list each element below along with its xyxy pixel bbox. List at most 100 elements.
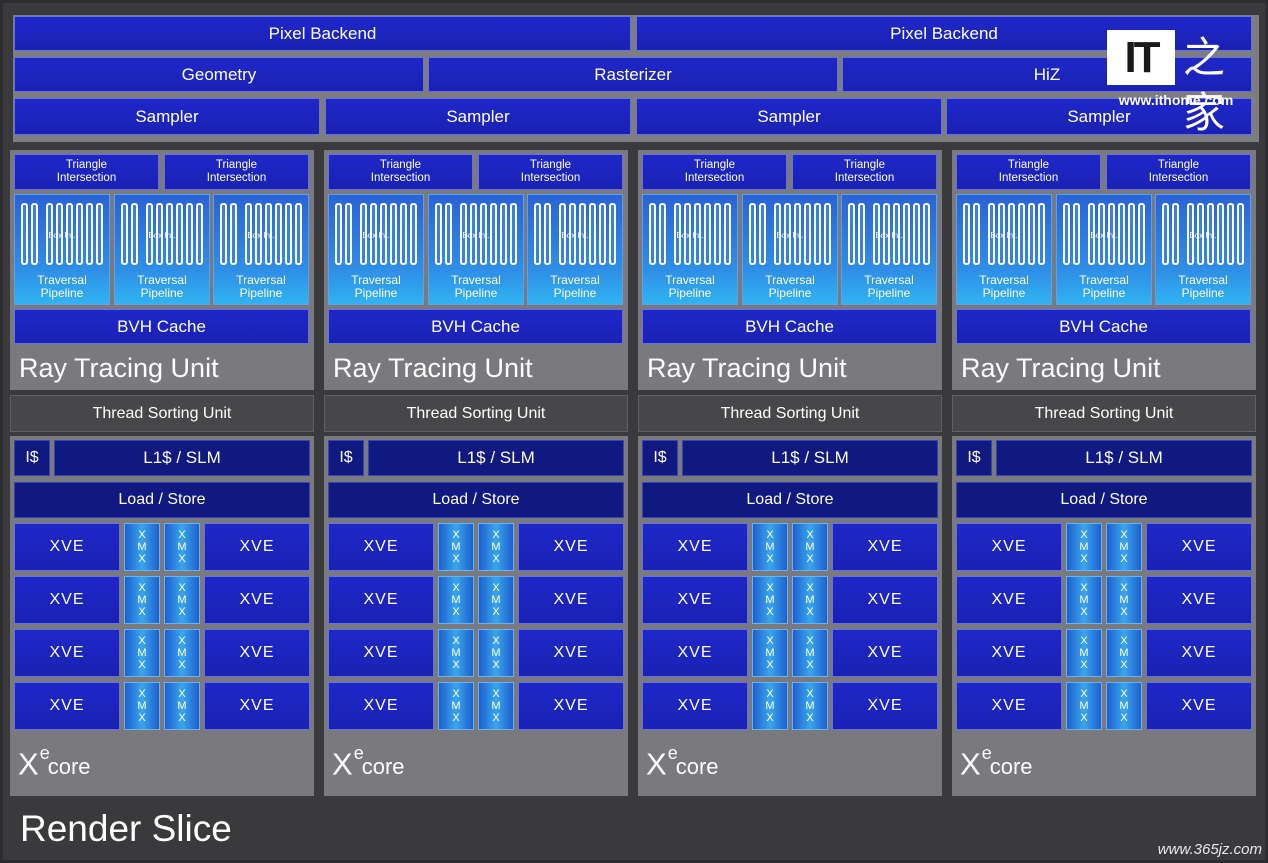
box-intersection-lane <box>196 203 203 265</box>
ray-tracing-unit-title: Ray Tracing Unit <box>333 353 533 383</box>
traversal-pipeline-label: Traversal Pipeline <box>765 273 815 300</box>
box-intersection-lane <box>659 203 666 265</box>
traversal-pipeline-label: Traversal Pipeline <box>37 273 87 300</box>
thread-sorting-unit: Thread Sorting Unit <box>324 395 628 432</box>
bvh-cache: BVH Cache <box>14 309 309 344</box>
box-intersection-lane <box>1108 203 1115 265</box>
box-intersection-lane <box>230 203 237 265</box>
geometry-block: Geometry <box>14 57 424 92</box>
xmx-engine: X M X <box>164 523 200 571</box>
box-intersection-lane <box>1197 203 1204 265</box>
xe-logo-core: core <box>675 754 719 779</box>
box-intersection-lane <box>31 203 38 265</box>
box-intersection-lane <box>923 203 930 265</box>
box-intersection-lane <box>544 203 551 265</box>
xve-engine: XVE <box>956 629 1062 677</box>
xve-engine: XVE <box>1146 629 1252 677</box>
traversal-pipeline: Box Int. Traversal Pipeline <box>642 194 738 305</box>
box-intersection-lane <box>255 203 262 265</box>
xve-engine: XVE <box>642 629 748 677</box>
box-intersection-lane <box>470 203 477 265</box>
ray-tracing-unit: Triangle Intersection Triangle Intersecti… <box>10 150 314 390</box>
xmx-engine: X M X <box>478 629 514 677</box>
box-intersection-lane <box>589 203 596 265</box>
box-intersection-lane <box>674 203 681 265</box>
xmx-engine: X M X <box>1066 523 1102 571</box>
box-intersection-lane <box>824 203 831 265</box>
instruction-cache: I$ <box>642 440 678 476</box>
xmx-engine: X M X <box>792 523 828 571</box>
box-intersection-lane <box>1088 203 1095 265</box>
sampler-1: Sampler <box>14 98 320 135</box>
box-intersection-lane <box>579 203 586 265</box>
xve-engine: XVE <box>518 629 624 677</box>
box-intersection-lane <box>749 203 756 265</box>
box-int-label: Box Int. <box>462 231 490 240</box>
traversal-pipeline: Box Int. Traversal Pipeline <box>742 194 838 305</box>
box-intersection-lane <box>500 203 507 265</box>
ray-tracing-unit: Triangle Intersection Triangle Intersecti… <box>324 150 628 390</box>
box-intersection-lane <box>1172 203 1179 265</box>
xmx-engine: X M X <box>1106 629 1142 677</box>
xmx-engine: X M X <box>438 523 474 571</box>
triangle-intersection: Triangle Intersection <box>164 154 309 190</box>
box-intersection-lane <box>774 203 781 265</box>
ray-tracing-unit-title: Ray Tracing Unit <box>19 353 219 383</box>
xve-engine: XVE <box>832 629 938 677</box>
box-intersection-lane <box>814 203 821 265</box>
box-int-label: Box Int. <box>247 231 275 240</box>
box-intersection-lane <box>265 203 272 265</box>
bvh-cache: BVH Cache <box>956 309 1251 344</box>
box-intersection-lane <box>784 203 791 265</box>
xmx-engine: X M X <box>478 682 514 730</box>
box-int-label: Box Int. <box>148 231 176 240</box>
xmx-engine: X M X <box>752 629 788 677</box>
traversal-pipeline-label: Traversal Pipeline <box>864 273 914 300</box>
xmx-engine: X M X <box>1066 682 1102 730</box>
xve-engine: XVE <box>956 682 1062 730</box>
xve-engine: XVE <box>642 576 748 624</box>
xve-engine: XVE <box>204 682 310 730</box>
xve-engine: XVE <box>204 629 310 677</box>
xve-engine: XVE <box>642 682 748 730</box>
box-intersection-lane <box>599 203 606 265</box>
xve-engine: XVE <box>832 682 938 730</box>
traversal-pipeline: Box Int. Traversal Pipeline <box>428 194 524 305</box>
box-intersection-lane <box>694 203 701 265</box>
xve-engine: XVE <box>328 576 434 624</box>
render-slice-label: Render Slice <box>20 808 232 849</box>
traversal-pipeline-label: Traversal Pipeline <box>236 273 286 300</box>
triangle-intersection: Triangle Intersection <box>328 154 473 190</box>
triangle-intersection: Triangle Intersection <box>956 154 1101 190</box>
xve-engine: XVE <box>14 682 120 730</box>
rasterizer-block: Rasterizer <box>428 57 838 92</box>
box-intersection-lane <box>400 203 407 265</box>
sampler-2: Sampler <box>325 98 631 135</box>
box-intersection-lane <box>998 203 1005 265</box>
box-intersection-lane <box>858 203 865 265</box>
xve-engine: XVE <box>518 682 624 730</box>
load-store: Load / Store <box>328 482 624 518</box>
triangle-intersection: Triangle Intersection <box>792 154 937 190</box>
box-intersection-lane <box>794 203 801 265</box>
ithome-logo-zh: 之家 <box>1183 34 1226 136</box>
xmx-engine: X M X <box>478 576 514 624</box>
box-int-label: Box Int. <box>875 231 903 240</box>
box-intersection-lane <box>21 203 28 265</box>
box-intersection-lane <box>649 203 656 265</box>
sampler-4: Sampler <box>946 98 1252 135</box>
xe-core-logo: Xecore <box>960 742 1033 782</box>
box-intersection-lane <box>121 203 128 265</box>
box-intersection-lane <box>1063 203 1070 265</box>
traversal-pipeline-label: Traversal Pipeline <box>550 273 600 300</box>
hiz-block: HiZ <box>842 57 1252 92</box>
xve-engine: XVE <box>14 576 120 624</box>
triangle-intersection: Triangle Intersection <box>14 154 159 190</box>
xe-logo-e: e <box>353 742 364 763</box>
box-intersection-lane <box>1098 203 1105 265</box>
xmx-engine: X M X <box>124 576 160 624</box>
traversal-pipeline: Box Int. Traversal Pipeline <box>527 194 623 305</box>
box-intersection-lane <box>285 203 292 265</box>
